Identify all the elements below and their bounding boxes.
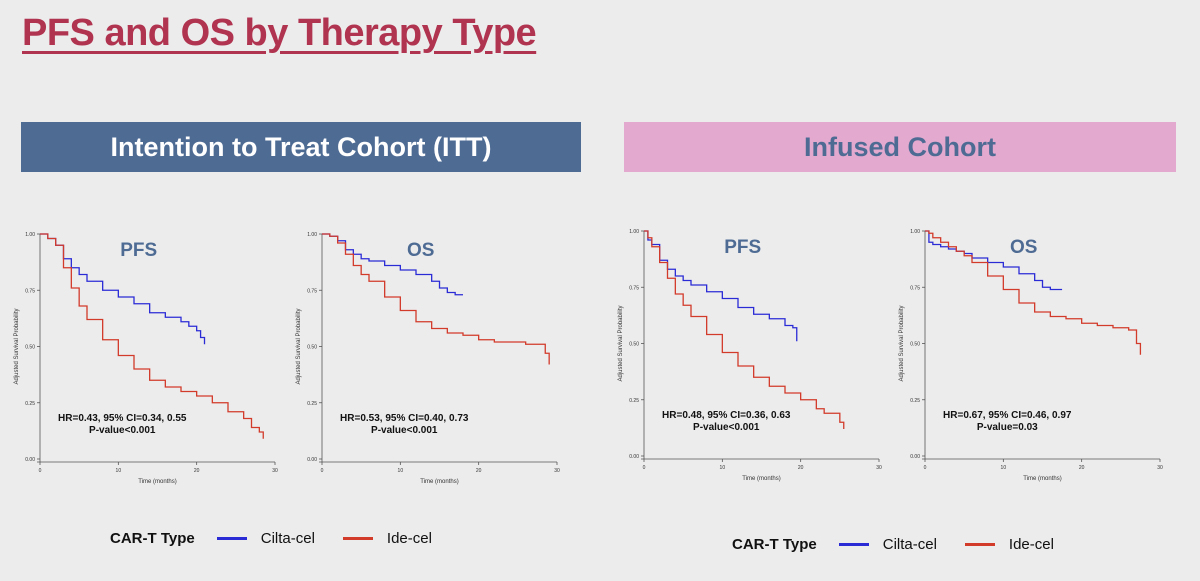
infused-pfs-chart: 0.00 0.25 0.50 0.75 1.00 0 10 20 30 Time (months)… [618,229,882,482]
cilta-cel-curve [644,230,798,342]
infused-os-chart: 0.00 0.25 0.50 0.75 1.00 0 10 20 30 Time (months)… [899,229,1163,482]
infused-cohort-banner: Infused Cohort [624,122,1176,172]
p-value-text: P-value<0.001 [89,425,156,436]
x-tick-label: 0 [39,468,42,474]
y-tick-label: 1.00 [629,229,639,235]
y-tick-label: 0.50 [307,345,317,351]
legend-title: CAR-T Type [732,536,817,553]
y-tick-label: 0.00 [25,457,35,463]
x-tick-label: 10 [398,468,404,474]
x-tick-label: 10 [720,465,726,471]
y-tick-label: 0.50 [910,342,920,348]
y-tick-label: 0.00 [910,454,920,460]
legend-itt: CAR-T Type Cilta-cel Ide-cel [110,530,460,547]
panel-title: PFS [120,240,157,261]
y-tick-label: 0.75 [910,285,920,291]
y-axis-label: Adjusted Survival Probability [296,308,302,384]
hazard-ratio-text: HR=0.43, 95% CI=0.34, 0.55 [58,413,187,424]
x-axis-label: Time (months) [420,479,458,485]
cilta-cel-curve [925,230,1063,291]
y-tick-label: 0.25 [629,398,639,404]
legend-label-ide: Ide-cel [1008,536,1054,553]
legend-swatch-cilta [838,543,869,546]
y-tick-label: 0.75 [25,288,35,294]
itt-os-chart: 0.00 0.25 0.50 0.75 1.00 0 10 20 30 Time (months)… [296,232,560,485]
slide-title: PFS and OS by Therapy Type [22,12,537,54]
x-axis-label: Time (months) [742,476,780,482]
panel-title: OS [1010,237,1037,258]
x-tick-label: 30 [876,465,882,471]
y-tick-label: 0.50 [25,345,35,351]
cilta-cel-curve [322,233,463,296]
x-axis-label: Time (months) [138,479,176,485]
legend-label-ide: Ide-cel [386,530,432,547]
x-tick-label: 0 [643,465,646,471]
x-tick-label: 10 [116,468,122,474]
hazard-ratio-text: HR=0.48, 95% CI=0.36, 0.63 [662,410,791,421]
x-tick-label: 10 [1001,465,1007,471]
legend-infused: CAR-T Type Cilta-cel Ide-cel [732,536,1082,553]
y-tick-label: 0.00 [629,454,639,460]
y-tick-label: 1.00 [25,232,35,238]
x-tick-label: 20 [476,468,482,474]
x-tick-label: 20 [194,468,200,474]
legend-swatch-ide [964,543,995,546]
x-tick-label: 30 [272,468,278,474]
panel-title: PFS [724,237,761,258]
y-tick-label: 0.25 [307,401,317,407]
x-tick-label: 0 [924,465,927,471]
legend-label-cilta: Cilta-cel [882,536,937,553]
y-tick-label: 1.00 [307,232,317,238]
p-value-text: P-value<0.001 [693,422,760,433]
y-tick-label: 0.75 [629,285,639,291]
legend-title: CAR-T Type [110,530,195,547]
itt-pfs-chart: 0.00 0.25 0.50 0.75 1.00 0 10 20 30 Time (months)… [14,232,278,485]
x-axis-label: Time (months) [1023,476,1061,482]
hazard-ratio-text: HR=0.67, 95% CI=0.46, 0.97 [943,410,1072,421]
y-tick-label: 0.00 [307,457,317,463]
y-axis-label: Adjusted Survival Probability [618,305,624,381]
itt-cohort-banner: Intention to Treat Cohort (ITT) [21,122,581,172]
hazard-ratio-text: HR=0.53, 95% CI=0.40, 0.73 [340,413,469,424]
y-tick-label: 1.00 [910,229,920,235]
x-tick-label: 30 [554,468,560,474]
x-tick-label: 20 [1079,465,1085,471]
y-axis-label: Adjusted Survival Probability [14,308,20,384]
x-tick-label: 0 [321,468,324,474]
ide-cel-curve [644,230,845,429]
p-value-text: P-value=0.03 [977,422,1038,433]
ide-cel-curve [322,233,550,365]
y-tick-label: 0.50 [629,342,639,348]
x-tick-label: 30 [1157,465,1163,471]
y-tick-label: 0.25 [25,401,35,407]
legend-label-cilta: Cilta-cel [260,530,315,547]
ide-cel-curve [925,230,1142,355]
legend-swatch-cilta [216,537,247,540]
panel-title: OS [407,240,434,261]
ide-cel-curve [40,233,264,439]
x-tick-label: 20 [798,465,804,471]
y-tick-label: 0.75 [307,288,317,294]
legend-swatch-ide [342,537,373,540]
y-tick-label: 0.25 [910,398,920,404]
p-value-text: P-value<0.001 [371,425,438,436]
y-axis-label: Adjusted Survival Probability [899,305,905,381]
